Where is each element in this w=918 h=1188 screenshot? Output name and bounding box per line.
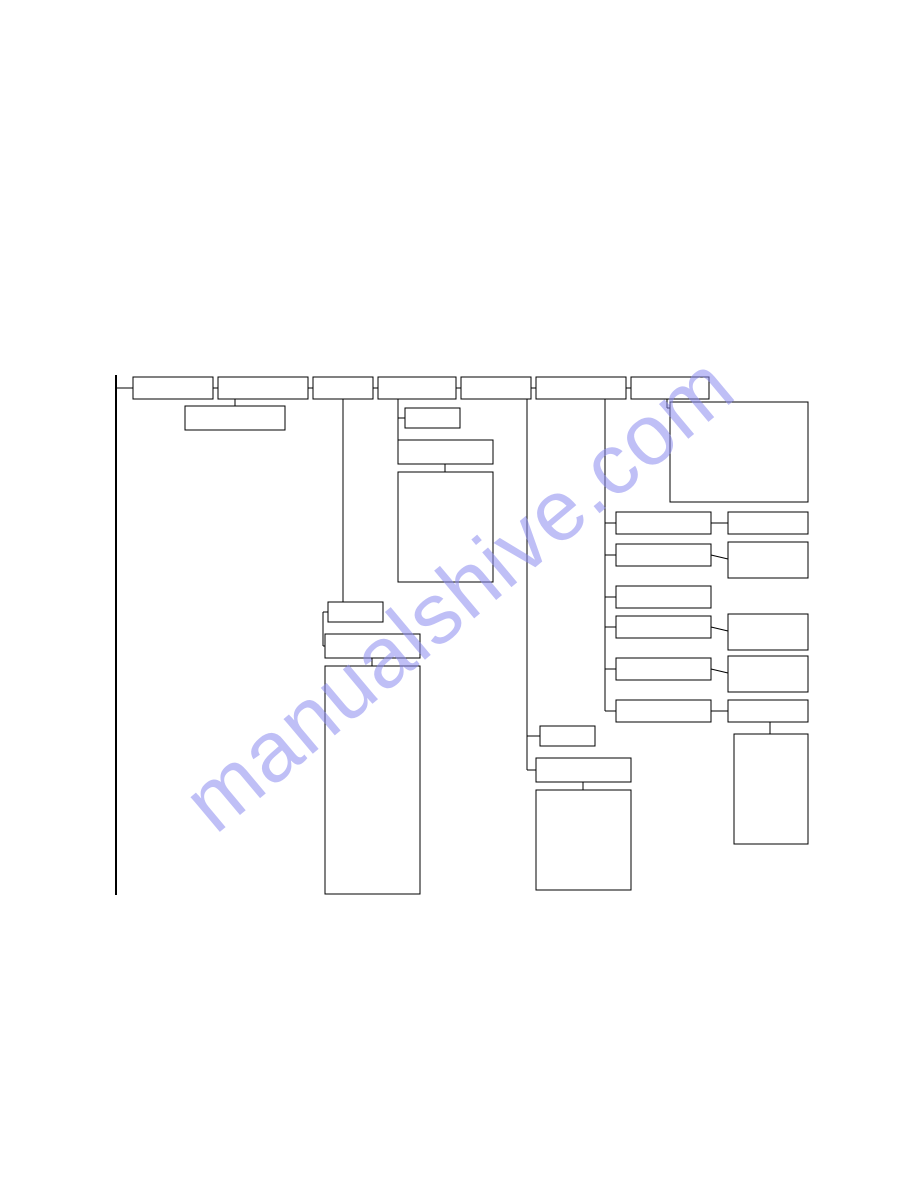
node-mid_sm1 xyxy=(405,408,460,428)
node-r4a xyxy=(616,616,711,638)
node-r4b xyxy=(728,614,808,650)
nodes-group xyxy=(133,377,808,894)
node-top1 xyxy=(133,377,213,399)
node-r2b xyxy=(728,542,808,578)
node-top3 xyxy=(313,377,373,399)
node-r6b xyxy=(728,700,808,722)
node-top4 xyxy=(378,377,456,399)
node-mid_big2 xyxy=(325,666,420,894)
edge-33 xyxy=(711,627,728,631)
diagram-canvas xyxy=(0,0,918,1188)
node-r5a xyxy=(616,658,711,680)
node-r3a xyxy=(616,586,711,608)
node-bot_sm xyxy=(540,726,595,746)
node-mid_big1 xyxy=(398,472,493,582)
node-r5b xyxy=(728,656,808,692)
node-right_big xyxy=(670,402,808,502)
node-bot_box xyxy=(536,758,631,782)
node-far_right xyxy=(734,734,808,844)
node-sub_left xyxy=(185,406,285,430)
edge-32 xyxy=(711,555,728,559)
node-top5 xyxy=(461,377,531,399)
node-bot_big xyxy=(536,790,631,890)
node-r1a xyxy=(616,512,711,534)
node-top6 xyxy=(536,377,626,399)
node-mid_sm2 xyxy=(328,602,383,622)
node-mid_box2 xyxy=(325,634,420,658)
node-top2 xyxy=(218,377,308,399)
node-r1b xyxy=(728,512,808,534)
node-r6a xyxy=(616,700,711,722)
node-top7 xyxy=(631,377,709,399)
edge-34 xyxy=(711,669,728,673)
node-r2a xyxy=(616,544,711,566)
node-mid_box1 xyxy=(398,440,493,464)
